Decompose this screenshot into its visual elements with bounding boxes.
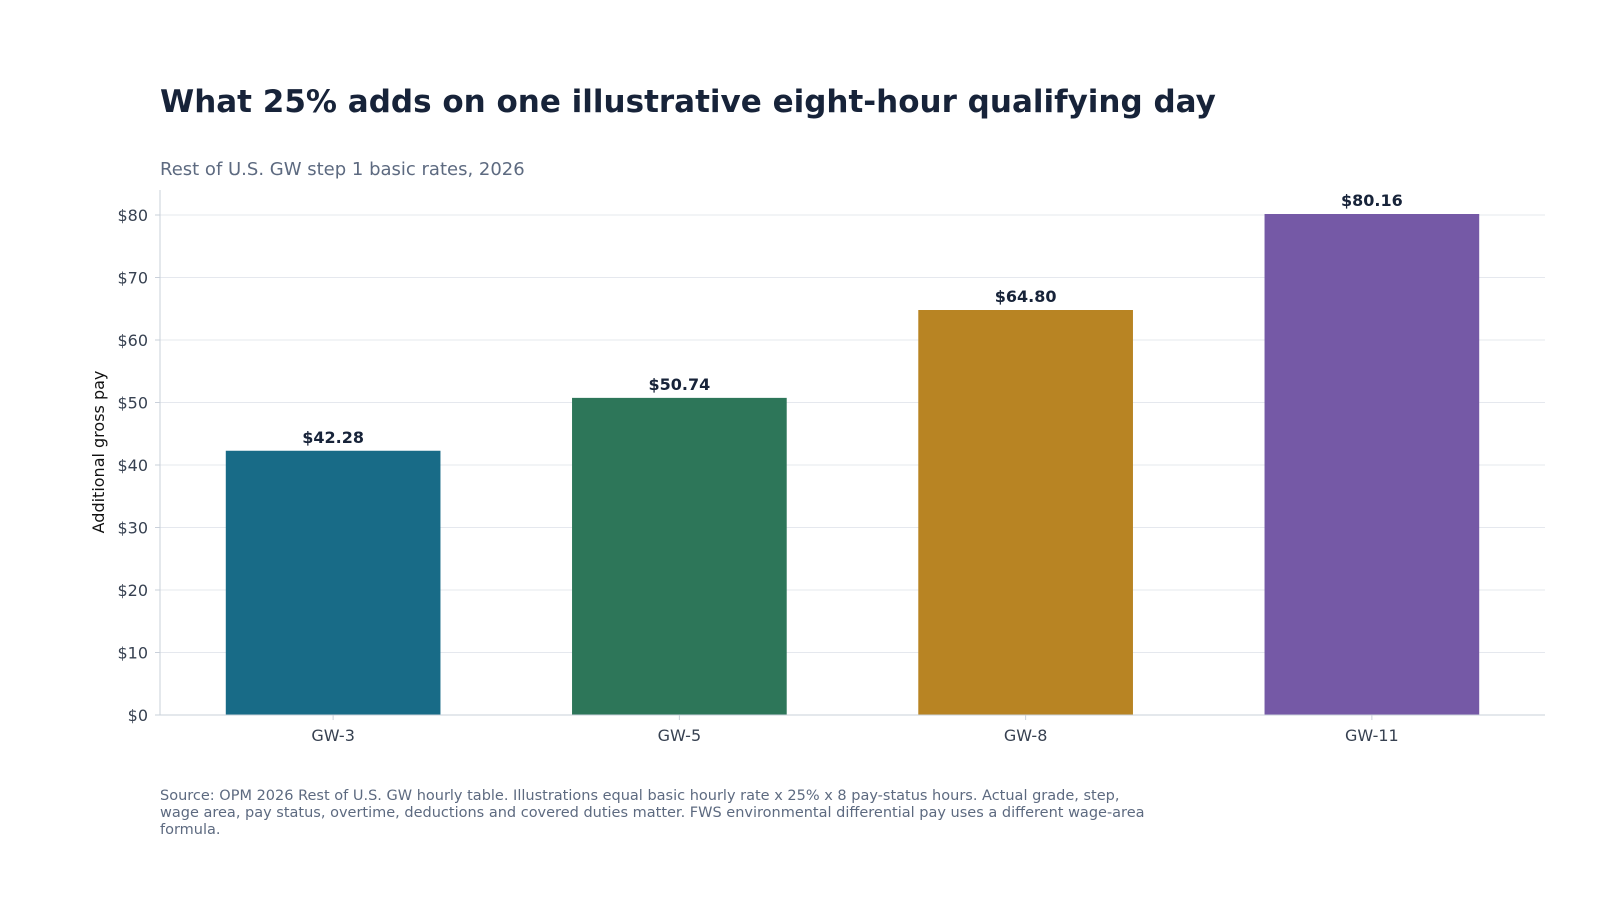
y-tick-label: $80 (117, 206, 148, 225)
y-tick-label: $70 (117, 269, 148, 288)
y-axis-label: Additional gross pay (89, 371, 108, 534)
y-tick-label: $30 (117, 519, 148, 538)
value-label-gw-5: $50.74 (649, 375, 711, 394)
x-tick-label: GW-3 (311, 726, 355, 745)
y-tick-label: $50 (117, 394, 148, 413)
x-tick-label: GW-11 (1345, 726, 1399, 745)
x-tick-label: GW-5 (658, 726, 702, 745)
y-tick-label: $0 (128, 706, 148, 725)
y-tick-label: $40 (117, 456, 148, 475)
chart-subtitle: Rest of U.S. GW step 1 basic rates, 2026 (160, 159, 525, 180)
chart-title: What 25% adds on one illustrative eight-… (160, 84, 1216, 120)
value-label-gw-3: $42.28 (302, 428, 364, 447)
value-label-gw-8: $64.80 (995, 287, 1057, 306)
x-tick-label: GW-8 (1004, 726, 1048, 745)
labels: $0 $10 $20 $30 $40 $50 $60 $70 $80 $42.28 GW-3 $50.… (117, 191, 1402, 745)
value-label-gw-11: $80.16 (1341, 191, 1403, 210)
bar-gw-5 (572, 397, 787, 715)
bar-gw-11 (1264, 214, 1480, 715)
axes (155, 190, 1545, 720)
source-note: Source: OPM 2026 Rest of U.S. GW hourly … (160, 788, 1145, 838)
y-tick-label: $60 (117, 331, 148, 350)
bar-gw-8 (918, 310, 1133, 715)
bar-gw-3 (225, 450, 441, 715)
y-tick-label: $10 (117, 644, 148, 663)
y-tick-label: $20 (117, 581, 148, 600)
bars (225, 214, 1480, 715)
